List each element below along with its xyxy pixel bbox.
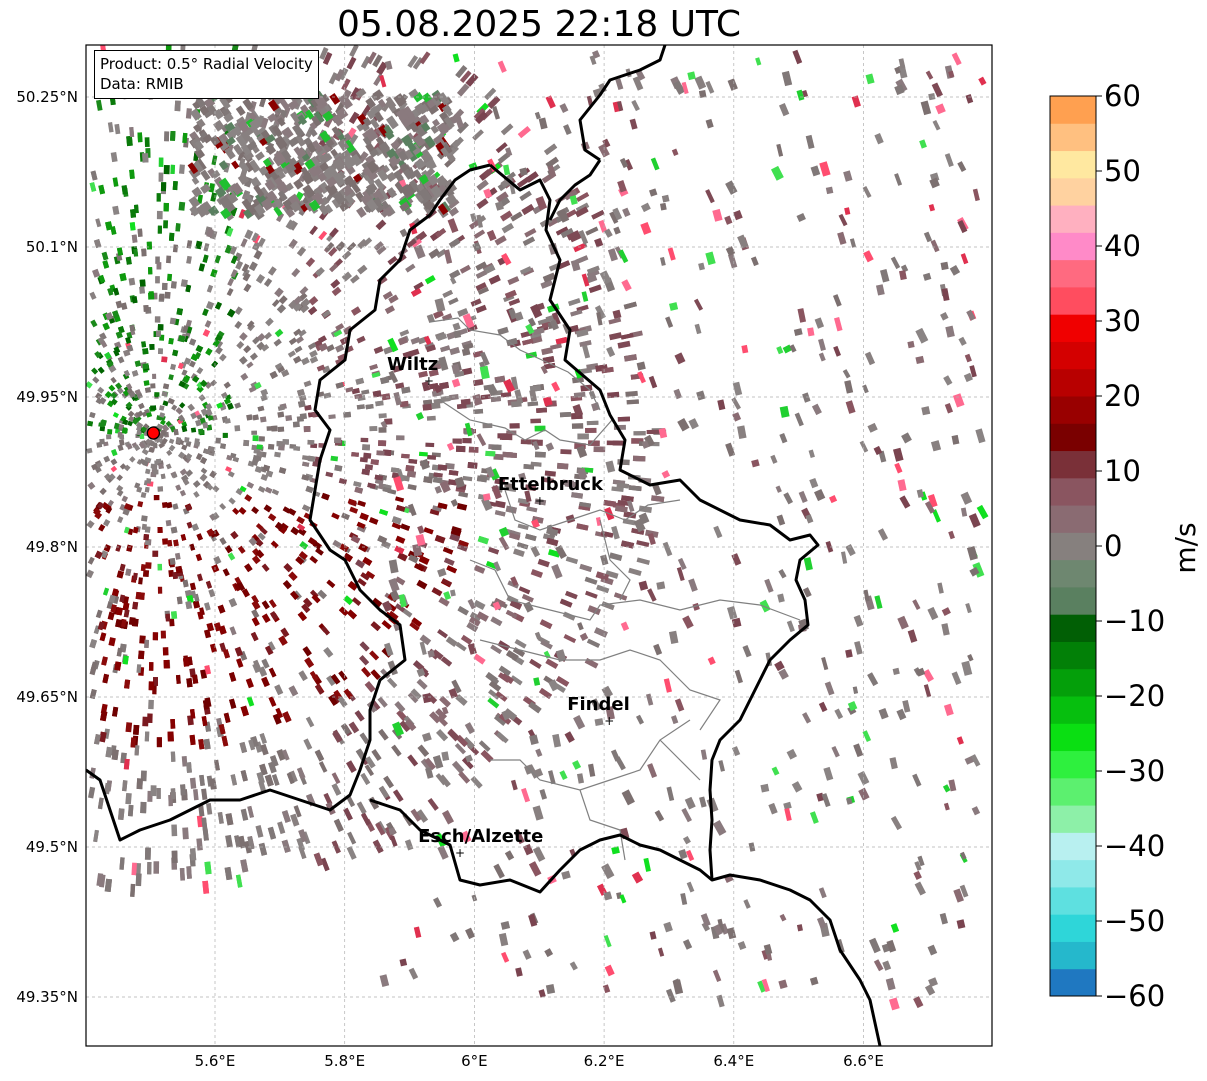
lon-tick-label: 6°E [461, 1052, 488, 1070]
colorbar-swatch [1050, 505, 1096, 533]
canton-borders [429, 317, 801, 861]
city-wiltz: +Wiltz [387, 354, 438, 388]
colorbar-swatch [1050, 723, 1096, 752]
city-marker: + [424, 374, 434, 388]
colorbar-swatch [1050, 641, 1096, 670]
city-name: Esch/Alzette [418, 826, 543, 847]
colorbar-tick-label: −20 [1104, 679, 1165, 713]
city-marker: + [604, 714, 614, 728]
colorbar-swatch [1050, 559, 1096, 588]
colorbar: 60 50 40 30 20 10 0 −10 −20 −30 −40 −50 −60 m/s [1049, 79, 1202, 1013]
radar-site-marker [146, 426, 161, 440]
colorbar-swatch [1050, 341, 1096, 370]
colorbar-swatch [1050, 532, 1096, 561]
colorbar-swatch [1050, 396, 1096, 424]
colorbar-swatch [1050, 232, 1096, 261]
lon-tick-label: 6.6°E [843, 1052, 884, 1070]
colorbar-swatch [1050, 750, 1096, 779]
colorbar-swatch [1050, 777, 1096, 806]
colorbar-tick-label: −50 [1104, 904, 1165, 938]
lat-tick-label: 50.1°N [26, 238, 78, 256]
lon-tick-label: 5.8°E [324, 1052, 365, 1070]
colorbar-tick-label: −40 [1104, 829, 1165, 863]
colorbar-tick-label: −30 [1104, 754, 1165, 788]
colorbar-swatch [1050, 859, 1096, 888]
city-ettelbruck: +Ettelbruck [498, 474, 604, 508]
colorbar-tick-label: 10 [1104, 454, 1141, 488]
colorbar-swatch [1050, 177, 1096, 206]
plot-frame [85, 44, 993, 1047]
lat-tick-label: 49.5°N [26, 838, 78, 856]
colorbar-swatch [1050, 123, 1096, 152]
colorbar-swatch [1050, 259, 1096, 288]
colorbar-swatch [1050, 96, 1096, 124]
colorbar-tick-label: 30 [1104, 304, 1141, 338]
colorbar-swatch [1050, 286, 1096, 315]
colorbar-swatch [1050, 886, 1096, 915]
city-esch-alzette: +Esch/Alzette [418, 826, 543, 860]
product-info-box: Product: 0.5° Radial Velocity Data: RMIB [94, 50, 319, 99]
lon-tick-label: 5.6°E [195, 1052, 236, 1070]
map-title: 05.08.2025 22:18 UTC [336, 4, 742, 45]
longitude-ticks: 5.6°E 5.8°E 6°E 6.2°E 6.4°E 6.6°E [195, 1052, 884, 1070]
city-marker: + [535, 494, 545, 508]
city-name: Ettelbruck [498, 474, 604, 495]
colorbar-swatch [1050, 150, 1096, 179]
colorbar-swatch [1050, 832, 1096, 861]
lat-tick-label: 49.65°N [16, 688, 78, 706]
city-marker: + [455, 846, 465, 860]
colorbar-unit-label: m/s [1169, 522, 1202, 573]
colorbar-tick-label: 50 [1104, 154, 1141, 188]
colorbar-swatch [1050, 586, 1096, 615]
colorbar-tick-label: −60 [1104, 979, 1165, 1013]
lat-tick-label: 49.95°N [16, 388, 78, 406]
colorbar-tick-label: 0 [1104, 529, 1122, 563]
colorbar-tick-label: 20 [1104, 379, 1141, 413]
velocity-field [86, 45, 989, 1011]
city-name: Wiltz [387, 354, 438, 375]
lat-tick-label: 49.8°N [26, 538, 78, 556]
product-label: Product: 0.5° Radial Velocity [100, 55, 313, 73]
colorbar-swatch [1050, 914, 1096, 942]
colorbar-swatch [1050, 805, 1096, 833]
colorbar-tick-label: −10 [1104, 604, 1165, 638]
city-name: Findel [567, 694, 630, 715]
gridlines [86, 45, 992, 1046]
colorbar-tick-label: 40 [1104, 229, 1141, 263]
city-findel: +Findel [567, 694, 630, 728]
colorbar-tick-label: 60 [1104, 79, 1141, 113]
lon-tick-label: 6.2°E [584, 1052, 625, 1070]
colorbar-swatch [1050, 477, 1096, 506]
latitude-ticks: 50.25°N 50.1°N 49.95°N 49.8°N 49.65°N 49.5°N 4… [16, 88, 78, 1006]
colorbar-swatch [1050, 205, 1096, 233]
colorbar-swatch [1050, 450, 1096, 479]
colorbar-swatch [1050, 614, 1096, 642]
national-borders [86, 45, 882, 1046]
data-source-label: Data: RMIB [100, 75, 184, 93]
colorbar-swatch [1050, 696, 1096, 724]
lon-tick-label: 6.4°E [713, 1052, 754, 1070]
lat-tick-label: 50.25°N [16, 88, 78, 106]
colorbar-swatch [1050, 368, 1096, 397]
colorbar-swatch [1050, 423, 1096, 452]
colorbar-swatch [1050, 668, 1096, 697]
lat-tick-label: 49.35°N [16, 988, 78, 1006]
colorbar-swatch [1050, 941, 1096, 970]
colorbar-swatch [1050, 314, 1096, 342]
city-labels: +Wiltz+Ettelbruck+Findel+Esch/Alzette [387, 354, 630, 860]
colorbar-swatch [1050, 968, 1096, 997]
